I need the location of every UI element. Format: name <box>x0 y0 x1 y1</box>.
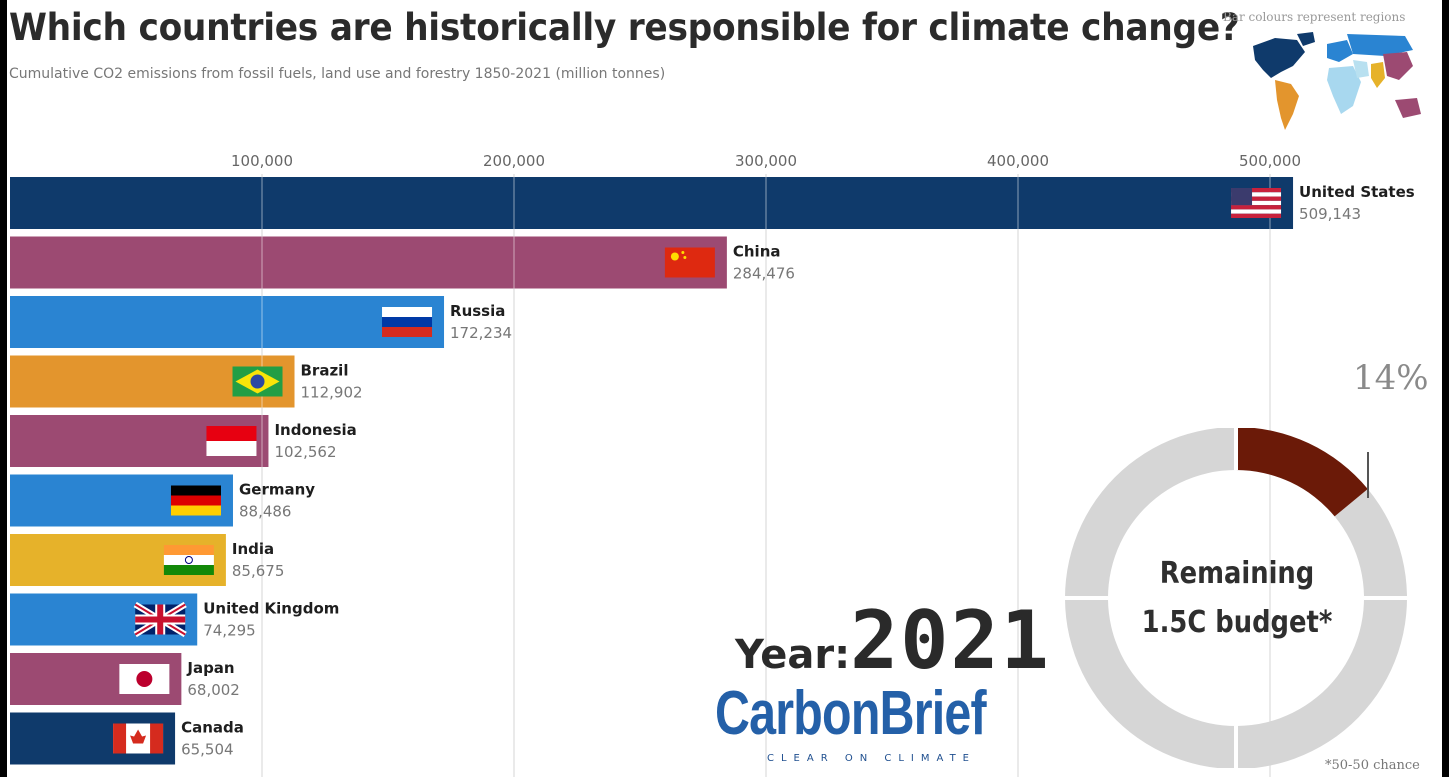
bar-category-label: Indonesia <box>274 421 356 439</box>
flag-japan-icon <box>119 664 170 694</box>
x-tick-label: 500,000 <box>1239 152 1301 170</box>
map-africa <box>1327 66 1361 114</box>
year-display: Year:2021 <box>735 594 1051 687</box>
flag-russia-icon <box>382 307 433 337</box>
chart-title: Which countries are historically respons… <box>9 6 1240 49</box>
bar-value-label: 88,486 <box>239 503 292 521</box>
map-latin-america <box>1275 80 1299 130</box>
flag-indonesia-icon <box>206 426 257 456</box>
bar-group: Brazil 112,902 <box>10 355 363 408</box>
bar-category-label: China <box>733 243 781 261</box>
region-note: Bar colours represent regions <box>1223 10 1406 24</box>
map-greenland <box>1297 32 1315 46</box>
map-oceania <box>1395 98 1421 118</box>
bar-value-label: 65,504 <box>181 741 234 759</box>
map-middle-east <box>1353 60 1369 78</box>
budget-footnote: *50-50 chance <box>1325 758 1420 773</box>
bar-category-label: United Kingdom <box>203 600 339 618</box>
chart-canvas: Which countries are historically respons… <box>7 0 1442 777</box>
bar-category-label: India <box>232 540 274 558</box>
chart-subtitle: Cumulative CO2 emissions from fossil fue… <box>9 66 666 82</box>
x-tick-label: 200,000 <box>483 152 545 170</box>
flag-canada-icon <box>113 723 164 754</box>
map-east-asia <box>1383 52 1413 80</box>
budget-donut-chart <box>1064 428 1408 768</box>
bar-value-label: 102,562 <box>274 443 336 461</box>
brand-logo: CarbonBrief <box>715 679 987 748</box>
bar-value-label: 509,143 <box>1299 205 1361 223</box>
bars: United States 509,143 China 284,476 Russia 17… <box>10 177 1415 765</box>
year-value: 2021 <box>850 594 1051 687</box>
world-map-icon <box>1253 32 1421 130</box>
bar-category-label: Russia <box>450 302 505 320</box>
x-axis-ticks: 100,000 200,000 300,000 400,000 500,000 <box>231 152 1301 170</box>
bar-group: India 85,675 <box>10 534 284 586</box>
bar-group: China 284,476 <box>10 236 795 289</box>
bar-group: Indonesia 102,562 <box>10 415 357 467</box>
bar-category-label: United States <box>1299 183 1415 201</box>
flag-india-icon <box>163 545 214 575</box>
donut-label-line2: 1.5C budget* <box>1141 605 1333 640</box>
donut-used-segment <box>1236 428 1368 517</box>
bar-group: Russia 172,234 <box>10 296 512 348</box>
bar-category-label: Germany <box>239 481 315 499</box>
map-russia <box>1347 34 1413 56</box>
bar-group: Canada 65,504 <box>10 712 244 765</box>
map-south-asia <box>1371 62 1385 88</box>
bar-category-label: Brazil <box>301 362 349 380</box>
flag-brazil-icon <box>232 366 283 397</box>
map-north-america <box>1253 38 1305 78</box>
map-europe <box>1327 40 1353 62</box>
bar-value-label: 172,234 <box>450 324 512 342</box>
bar-value-label: 284,476 <box>733 265 795 283</box>
x-tick-label: 100,000 <box>231 152 293 170</box>
bar-category-label: Canada <box>181 719 244 737</box>
bar-value-label: 74,295 <box>203 622 256 640</box>
bar-group: United States 509,143 <box>10 177 1415 229</box>
flag-china-icon <box>664 247 715 278</box>
year-prefix: Year: <box>735 632 851 678</box>
bar-group: Germany 88,486 <box>10 474 315 527</box>
bar <box>10 236 727 289</box>
flag-germany-icon <box>170 485 221 516</box>
budget-used-percent: 14% <box>1353 358 1429 398</box>
flag-us-icon <box>1231 188 1282 218</box>
bar <box>10 177 1294 229</box>
brand-tagline: CLEAR ON CLIMATE <box>767 753 976 764</box>
bar <box>10 296 445 348</box>
donut-label-line1: Remaining <box>1159 556 1315 591</box>
bar-value-label: 112,902 <box>301 384 363 402</box>
bar-chart: 100,000 200,000 300,000 400,000 500,000 Unit… <box>10 152 1415 777</box>
bar-value-label: 85,675 <box>232 562 285 580</box>
x-tick-label: 300,000 <box>735 152 797 170</box>
bar-category-label: Japan <box>186 659 234 677</box>
bar-group: Japan 68,002 <box>10 653 240 705</box>
bar-group: United Kingdom 74,295 <box>10 593 339 646</box>
bar-value-label: 68,002 <box>187 681 240 699</box>
x-tick-label: 400,000 <box>987 152 1049 170</box>
flag-uk-icon <box>133 601 187 638</box>
